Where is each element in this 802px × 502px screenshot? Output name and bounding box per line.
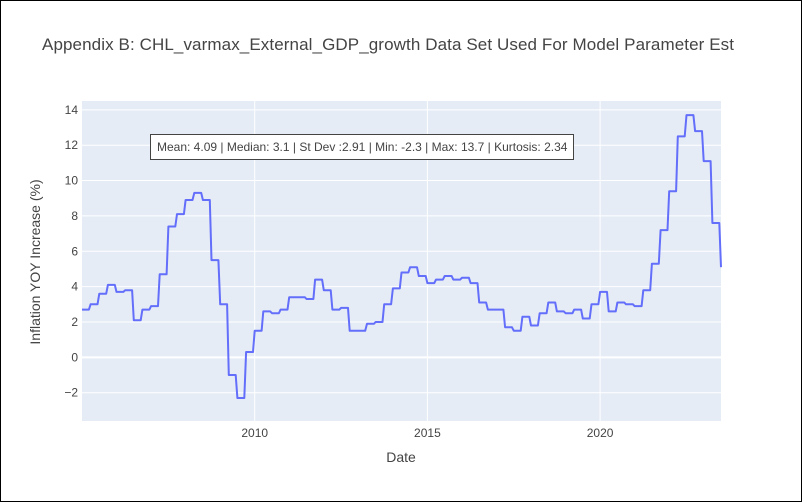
y-axis-title: Inflation YOY Increase (%) — [27, 179, 43, 344]
chart-title: Appendix B: CHL_varmax_External_GDP_grow… — [42, 35, 735, 54]
y-tick-label: 2 — [71, 315, 78, 329]
x-tick-label: 2015 — [414, 426, 441, 440]
stats-annotation: Mean: 4.09 | Median: 3.1 | St Dev :2.91 … — [150, 134, 575, 160]
x-axis-title: Date — [386, 449, 416, 465]
y-tick-labels: −2 0 2 4 6 8 10 12 14 — [64, 103, 78, 400]
series-layer — [82, 114, 722, 399]
y-tick-label: 0 — [71, 350, 78, 364]
y-tick-label: 14 — [65, 103, 79, 117]
series-line[interactable] — [82, 114, 722, 399]
y-tick-label: 10 — [65, 174, 79, 188]
x-tick-label: 2020 — [587, 426, 614, 440]
y-tick-label: 4 — [71, 280, 78, 294]
y-tick-label: 12 — [65, 138, 79, 152]
x-tick-label: 2010 — [241, 426, 268, 440]
y-tick-label: 6 — [71, 244, 78, 258]
y-tick-label: 8 — [71, 209, 78, 223]
x-tick-labels: 2010 2015 2020 — [241, 426, 613, 440]
y-tick-label: −2 — [64, 386, 78, 400]
